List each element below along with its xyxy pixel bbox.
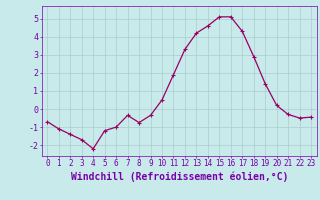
X-axis label: Windchill (Refroidissement éolien,°C): Windchill (Refroidissement éolien,°C) bbox=[70, 171, 288, 182]
